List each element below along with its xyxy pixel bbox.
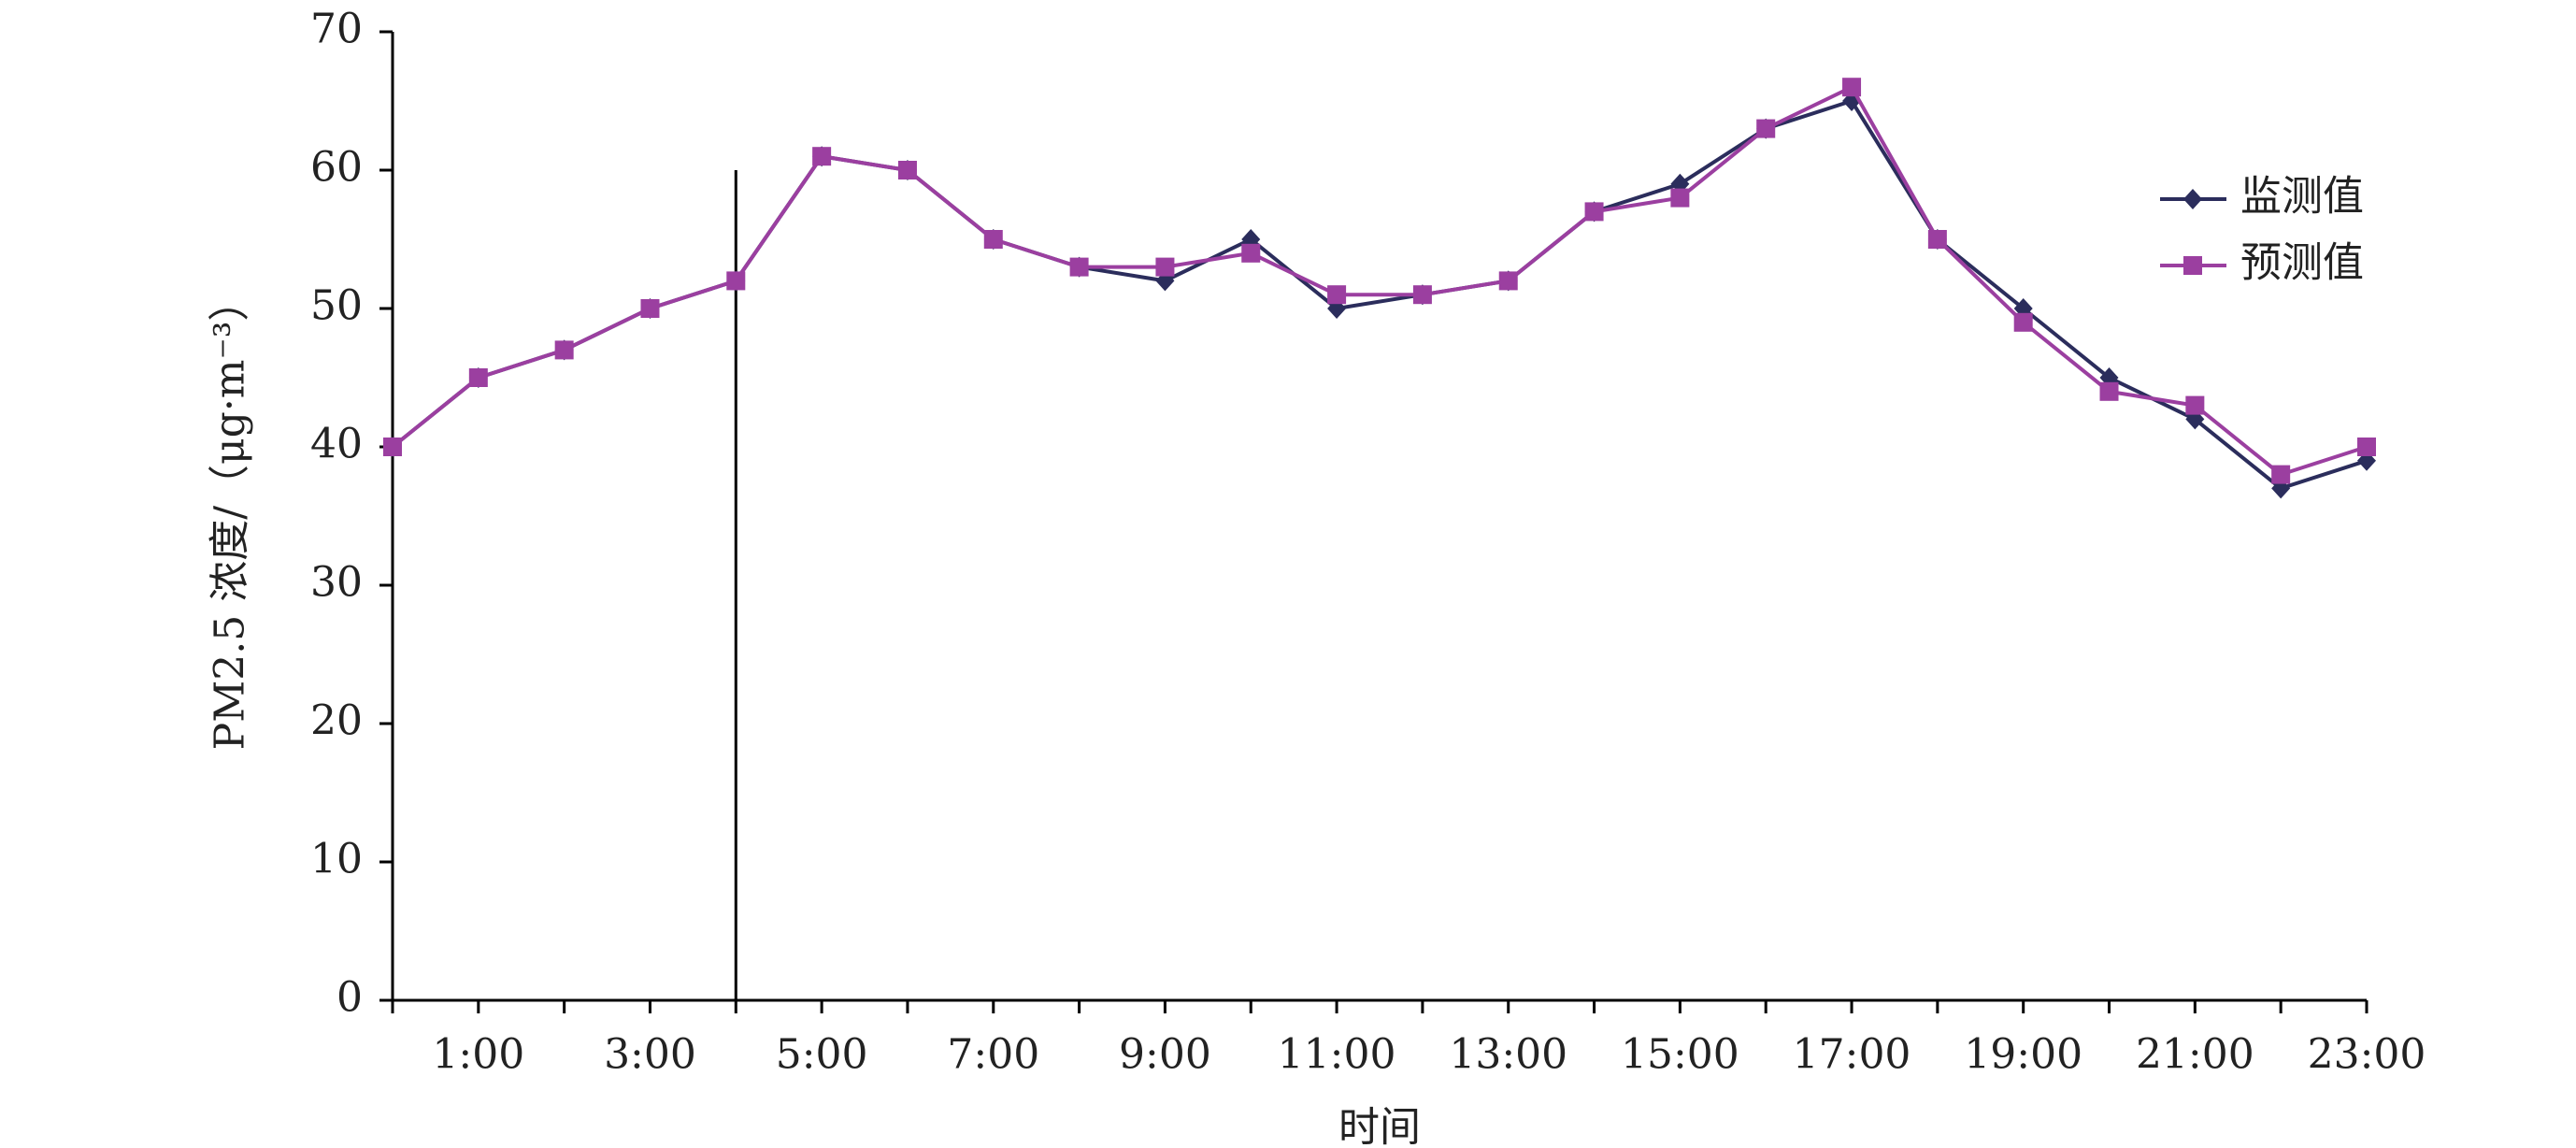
point	[983, 230, 1003, 249]
point	[2185, 395, 2205, 415]
legend-marker	[2183, 189, 2202, 209]
x-tick-label: 17:00	[1793, 1031, 1911, 1079]
point	[897, 161, 917, 179]
y-tick-label: 30	[310, 559, 363, 607]
point	[468, 368, 488, 387]
y-tick-label: 0	[336, 974, 363, 1022]
point	[2099, 381, 2119, 401]
point	[1241, 243, 1261, 263]
legend-label: 预测值	[2240, 239, 2364, 287]
x-tick-label: 15:00	[1621, 1031, 1739, 1079]
y-tick-label: 20	[310, 697, 363, 745]
y-tick-label: 50	[310, 282, 363, 330]
point	[1069, 257, 1089, 277]
x-tick-label: 5:00	[776, 1031, 868, 1079]
point	[726, 271, 746, 291]
point	[2013, 312, 2033, 332]
x-tick-label: 13:00	[1449, 1031, 1567, 1079]
x-tick-label: 9:00	[1119, 1031, 1211, 1079]
y-tick-label: 70	[310, 6, 363, 53]
point	[1412, 285, 1432, 305]
point	[383, 438, 402, 456]
point	[1498, 271, 1518, 291]
x-tick-label: 23:00	[2308, 1031, 2426, 1079]
legend-marker	[2183, 256, 2202, 275]
point	[1756, 119, 1776, 138]
x-axis-label: 时间	[1338, 1104, 1421, 1148]
point	[554, 340, 574, 360]
point	[1584, 202, 1604, 222]
x-tick-label: 7:00	[947, 1031, 1039, 1079]
x-tick-label: 21:00	[2136, 1031, 2254, 1079]
y-tick-label: 40	[310, 421, 363, 468]
point	[1327, 285, 1347, 305]
y-axis-label: PM2.5 浓度/（μg·m⁻³）	[207, 280, 254, 751]
point	[1155, 257, 1175, 277]
x-tick-label: 11:00	[1278, 1031, 1396, 1079]
point	[640, 299, 660, 318]
x-tick-label: 3:00	[604, 1031, 696, 1079]
point	[2271, 465, 2291, 484]
y-tick-label: 60	[310, 144, 363, 192]
x-tick-label: 1:00	[432, 1031, 524, 1079]
point	[2357, 438, 2376, 456]
y-tick-label: 10	[310, 836, 363, 883]
point	[1842, 78, 1862, 97]
legend-label: 监测值	[2240, 173, 2364, 221]
point	[812, 147, 832, 166]
x-tick-label: 19:00	[1964, 1031, 2082, 1079]
point	[1670, 188, 1690, 208]
series-line	[391, 84, 2368, 477]
point	[1927, 230, 1947, 249]
